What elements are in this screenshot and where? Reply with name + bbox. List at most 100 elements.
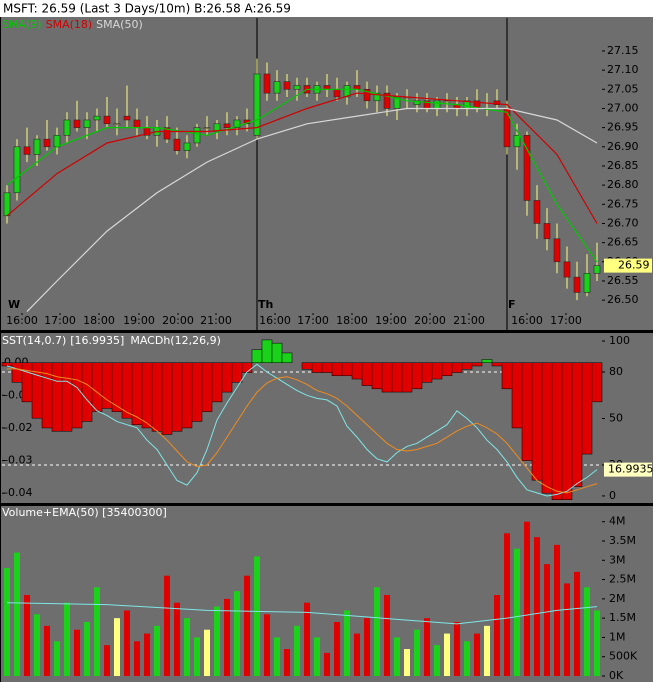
y-tick-label: 26.90 (607, 140, 639, 153)
macd-histogram-bar (481, 359, 493, 363)
candle-body (503, 108, 511, 148)
y-tick-label: 2M (609, 592, 626, 605)
macd-histogram-bar (591, 362, 603, 403)
volume-bar (324, 652, 330, 676)
macd-histogram-bar (91, 362, 103, 412)
volume-bar (214, 606, 220, 676)
candle-body (573, 276, 581, 293)
macd-histogram-bar (71, 362, 83, 429)
candle-body (363, 88, 371, 102)
volume-bar (184, 618, 190, 676)
volume-bar (14, 552, 20, 676)
macd-histogram-bar (81, 362, 93, 422)
volume-bar (74, 629, 80, 676)
macd-histogram-bar (161, 362, 173, 435)
volume-bar (404, 649, 410, 676)
last-price-box (604, 258, 652, 273)
macd-histogram-bar (61, 362, 73, 432)
candle-body (183, 142, 191, 151)
volume-bar (504, 533, 510, 676)
volume-bar (354, 633, 360, 676)
x-tick-label: 18:00 (83, 314, 115, 327)
x-tick-label: 19:00 (375, 314, 407, 327)
candle-body (273, 81, 281, 94)
x-tick-label: 16:00 (511, 314, 543, 327)
volume-bar (224, 598, 230, 676)
macd-histogram-bar (491, 362, 503, 367)
macd-histogram-bar (51, 362, 63, 432)
candle-body (3, 192, 11, 217)
candle-body (493, 100, 501, 105)
y-tick-label: 3M (609, 553, 626, 566)
volume-bar (4, 568, 10, 676)
candle-body (103, 115, 111, 125)
title-part: [16.9935] (70, 334, 124, 347)
panel-divider (0, 503, 653, 506)
macd-histogram-bar (431, 362, 443, 380)
volume-bar (464, 641, 470, 676)
candle-body (563, 261, 571, 278)
y-tick-label: 4M (609, 515, 626, 528)
volume-bar (164, 575, 170, 676)
panel-title: Volume+EMA(50) [35400300] (2, 506, 167, 519)
y-tick-label: 26.85 (607, 159, 639, 172)
macd-histogram-bar (401, 362, 413, 393)
x-tick-label: 20:00 (414, 314, 446, 327)
macd-histogram-bar (451, 362, 463, 373)
volume-bar (364, 618, 370, 676)
macd-histogram-bar (201, 362, 213, 412)
macd-histogram-bar (141, 362, 153, 429)
day-label: F (508, 298, 516, 311)
candle-body (33, 138, 41, 155)
volume-bar (44, 625, 50, 676)
candle-body (543, 223, 551, 240)
volume-bar (474, 633, 480, 676)
title-part: SST(14,0.7) (2, 334, 66, 347)
volume-bar (434, 645, 440, 676)
header-bar (0, 0, 653, 17)
macd-histogram-bar (351, 362, 363, 380)
volume-bar (524, 521, 530, 676)
y-tick-label: -0.02 (4, 421, 32, 434)
candle-body (393, 96, 401, 109)
candle-body (223, 123, 231, 128)
macd-histogram-bar (281, 352, 293, 363)
candle-body (83, 119, 91, 128)
x-tick-label: 17:00 (297, 314, 329, 327)
macd-histogram-bar (471, 362, 483, 367)
volume-bar (24, 595, 30, 676)
volume-bar (54, 641, 60, 676)
volume-bar (154, 625, 160, 676)
candle-body (53, 134, 61, 148)
y-tick-label: 27.00 (607, 101, 639, 114)
x-tick-label: 17:00 (550, 314, 582, 327)
macd-histogram-bar (521, 362, 533, 461)
y-tick-label: -0.04 (4, 486, 32, 499)
day-label: W (8, 298, 20, 311)
macd-histogram-bar (371, 362, 383, 390)
macd-histogram-bar (251, 349, 263, 363)
legend-entry: SMA(50) (96, 18, 143, 31)
last-price-label: 26.59 (618, 259, 650, 272)
volume-bar (234, 591, 240, 676)
candle-body (513, 134, 521, 148)
volume-bar (244, 575, 250, 676)
panel-title: SST(14,0.7) [16.9935] MACDh(12,26,9) (2, 334, 221, 347)
volume-bar (454, 622, 460, 676)
legend-entry: SMA(9) (2, 18, 42, 31)
y-tick-label: 26.75 (607, 197, 639, 210)
y-tick-label: 100 (609, 334, 630, 347)
candle-body (193, 127, 201, 144)
volume-bar (484, 625, 490, 676)
x-tick-label: 21:00 (200, 314, 232, 327)
volume-bar (94, 587, 100, 676)
y-tick-label: 26.65 (607, 236, 639, 249)
volume-bar (174, 602, 180, 676)
sma-line (6, 88, 598, 263)
macd-histogram-bar (461, 362, 473, 370)
candle-body (373, 92, 381, 102)
header-title: MSFT: 26.59 (Last 3 Days/10m) B:26.58 A:… (3, 2, 291, 16)
title-part: MACDh(12,26,9) (130, 334, 221, 347)
x-tick-label: 21:00 (453, 314, 485, 327)
